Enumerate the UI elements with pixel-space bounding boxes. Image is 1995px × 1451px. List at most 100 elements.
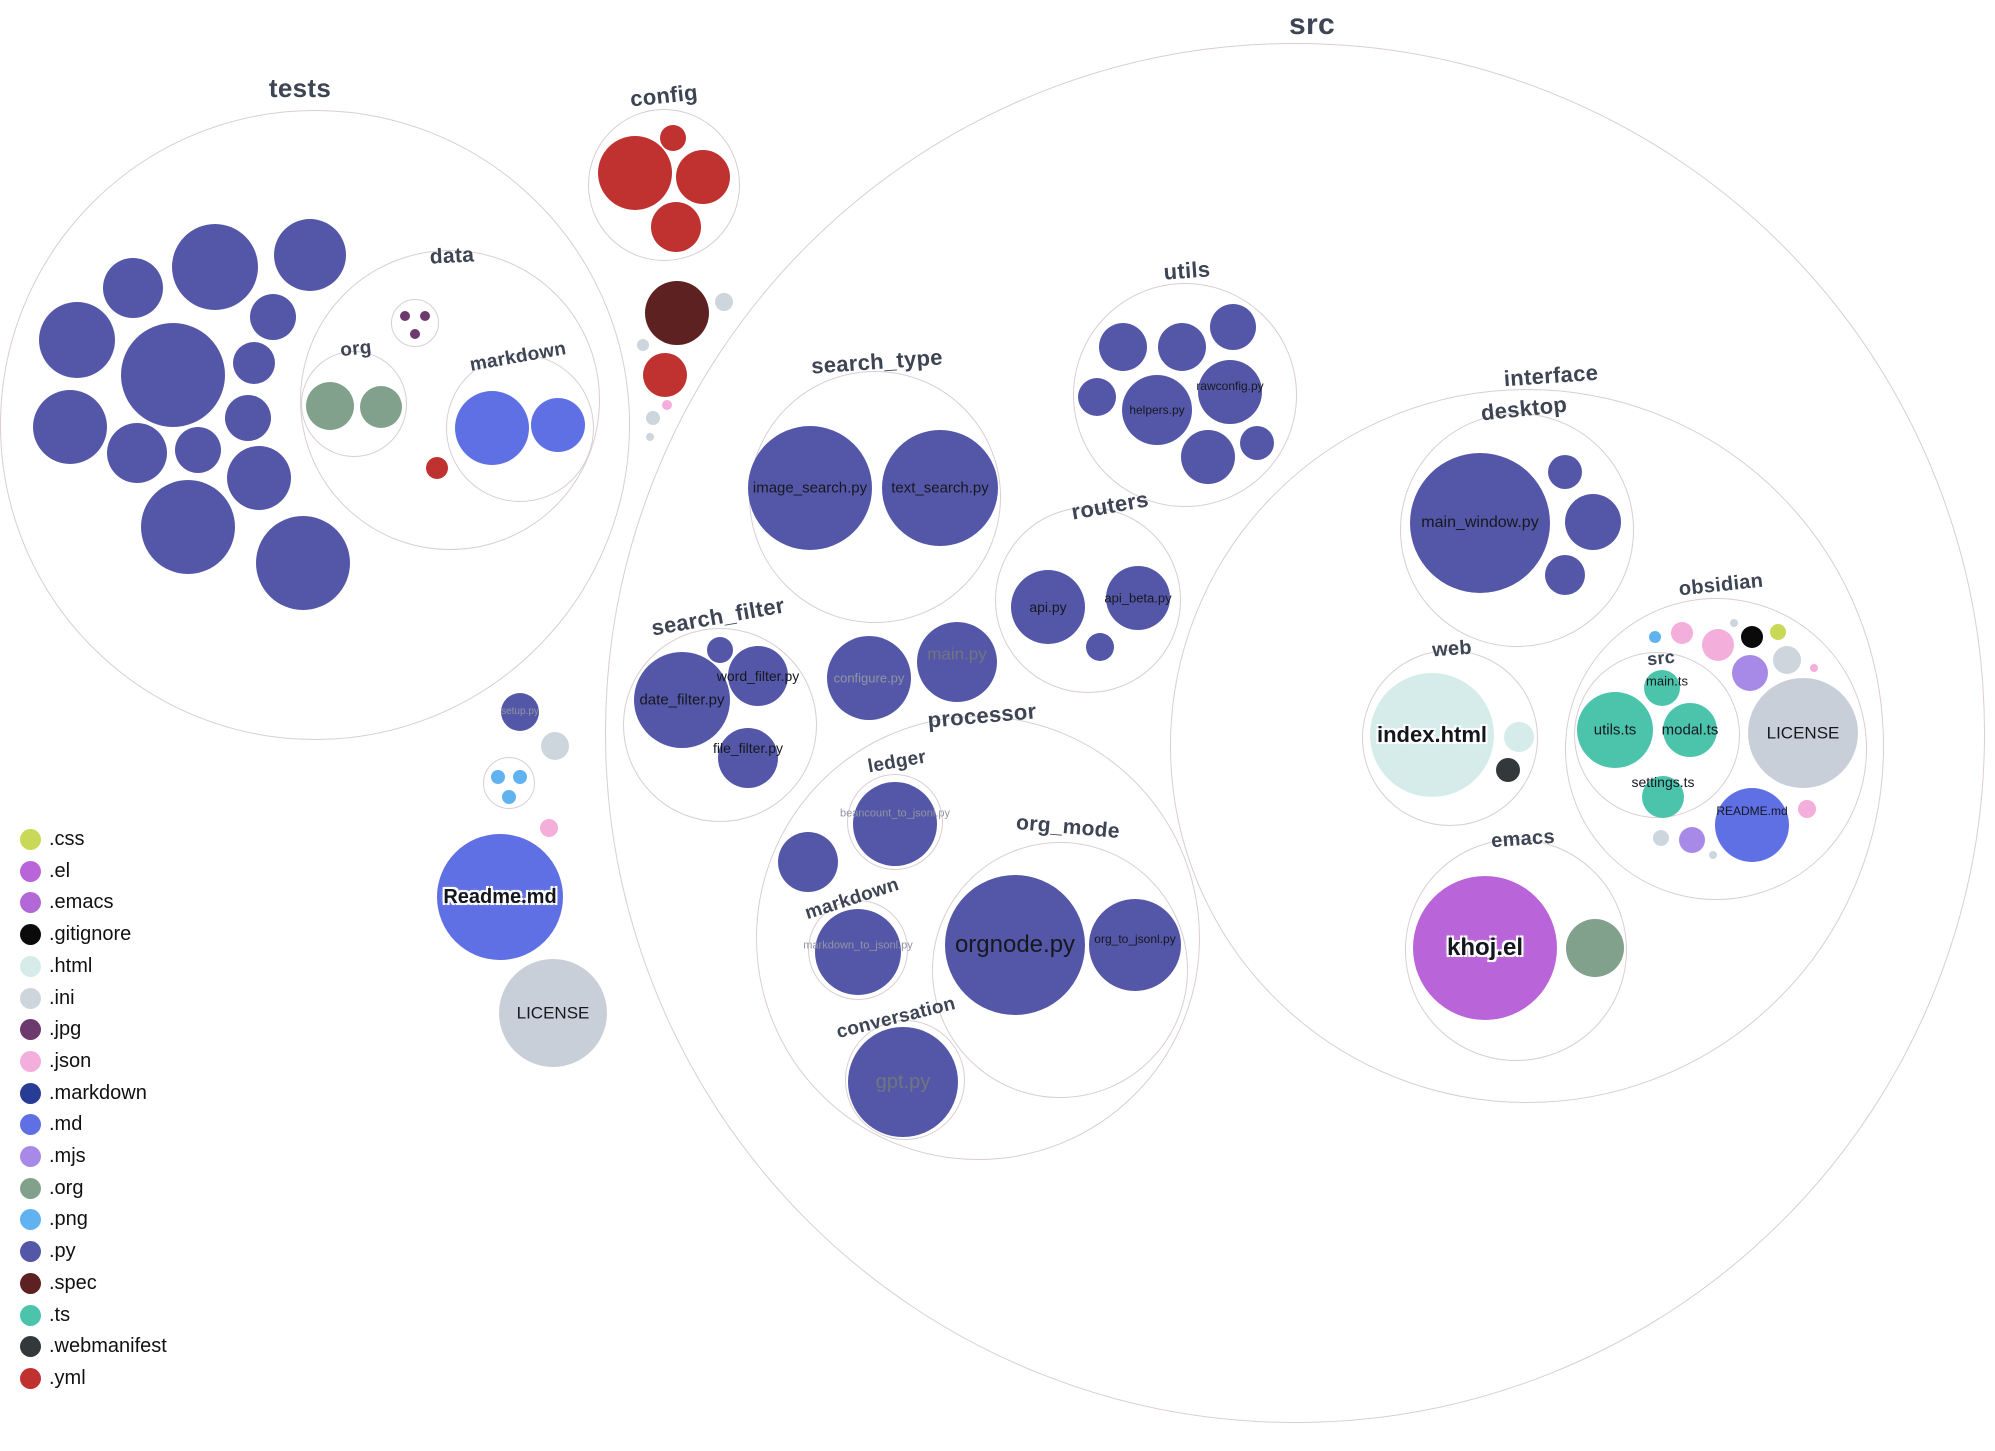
file-py-circle <box>225 395 271 441</box>
folder-ledger <box>847 774 943 870</box>
folder-processor <box>756 716 1200 1160</box>
folder-tests-label: tests <box>268 73 332 103</box>
file-ini-circle <box>1653 830 1669 846</box>
file-yml-circle <box>426 457 448 479</box>
file-readme-md-circle <box>437 834 563 960</box>
legend-item-label: .emacs <box>49 890 114 913</box>
file-yml-circle <box>643 353 687 397</box>
file-py-circle <box>1099 323 1147 371</box>
file-helpers-py-circle <box>1122 375 1192 445</box>
file-py-circle <box>1181 430 1235 484</box>
legend-color-dot-icon <box>20 891 41 913</box>
file-image-search-py-label: image_search.py <box>752 479 868 497</box>
file-py-circle <box>1158 323 1206 371</box>
file-png-circle <box>1649 631 1661 643</box>
folder-data-unnamed <box>391 299 439 347</box>
file-py-circle <box>256 516 350 610</box>
legend-item-py: .py <box>20 1240 76 1262</box>
file-setup-py-label: setup.py <box>501 706 539 717</box>
legend-item-json: .json <box>20 1050 91 1072</box>
legend-item-label: .png <box>49 1207 88 1230</box>
legend-color-dot-icon <box>20 1113 41 1135</box>
file-py-circle <box>121 323 225 427</box>
file-json-circle <box>1702 629 1734 661</box>
legend-color-dot-icon <box>20 987 41 1009</box>
file-readme-md-circle <box>1715 788 1789 862</box>
file-spec-circle <box>645 281 709 345</box>
folder-utils-label: utils <box>1162 256 1212 285</box>
file-gpt-py-circle <box>848 1027 958 1137</box>
file-yml-circle <box>676 150 730 204</box>
file-jpg-circle <box>410 329 420 339</box>
folder-interface <box>1170 389 1884 1103</box>
folder-web <box>1362 650 1538 826</box>
folder-data-markdown <box>446 354 594 502</box>
file-py-circle <box>1545 555 1585 595</box>
legend-item-label: .spec <box>49 1271 97 1294</box>
file-py-circle <box>707 637 733 663</box>
file-py-circle <box>1240 426 1274 460</box>
legend-color-dot-icon <box>20 1050 41 1072</box>
file-jpg-circle <box>400 311 410 321</box>
folder-config <box>588 109 740 261</box>
file-py-circle <box>1078 378 1116 416</box>
file-text-search-py-label: text_search.py <box>891 479 989 497</box>
file-mjs-circle <box>1679 827 1705 853</box>
file-main-py-circle <box>917 622 997 702</box>
file-date-filter-py-label: date_filter.py <box>639 691 725 709</box>
legend-color-dot-icon <box>20 1272 41 1294</box>
legend-color-dot-icon <box>20 1304 41 1326</box>
file-api-beta-py-circle <box>1106 566 1170 630</box>
folder-tests <box>0 110 630 740</box>
file-markdown-to-jsonl-py-circle <box>815 909 901 995</box>
file-ini-circle <box>715 293 733 311</box>
file-md-circle <box>455 391 529 465</box>
file-jpg-circle <box>420 311 430 321</box>
file-org-to-jsonl-py-circle <box>1089 899 1181 991</box>
folder-config-label: config <box>628 79 699 112</box>
file-index-html-circle <box>1370 673 1494 797</box>
legend-color-dot-icon <box>20 1240 41 1262</box>
legend-color-dot-icon <box>20 1082 41 1104</box>
folder-desktop <box>1400 413 1634 647</box>
legend-item-label: .ini <box>49 986 75 1009</box>
file-main-window-py-circle <box>1410 453 1550 593</box>
file-json-circle <box>1798 800 1816 818</box>
file-main-ts-circle <box>1644 670 1680 706</box>
file-orgnode-py-circle <box>945 875 1085 1015</box>
legend-item-mjs: .mjs <box>20 1145 86 1167</box>
file-utils-ts-label: utils.ts <box>1593 721 1637 739</box>
file-api-py-label: api.py <box>1029 599 1067 615</box>
file-gpt-py-label: gpt.py <box>875 1071 931 1093</box>
legend-item-ini: .ini <box>20 987 75 1009</box>
file-py-circle <box>1210 304 1256 350</box>
legend-item-ts: .ts <box>20 1304 70 1326</box>
file-yml-circle <box>651 202 701 252</box>
file-org-to-jsonl-py-label: org_to_jsonl.py <box>1094 932 1176 946</box>
file-index-html-label: index.html <box>1376 722 1488 747</box>
file-license-label: LICENSE <box>516 1003 590 1023</box>
folder-web-label: web <box>1431 636 1473 662</box>
file-py-circle <box>141 480 235 574</box>
legend-item-label: .gitignore <box>49 922 132 945</box>
legend-item-gitignore: .gitignore <box>20 923 131 945</box>
file-css-circle <box>1770 624 1786 640</box>
file-py-circle <box>227 446 291 510</box>
file-yml-circle <box>660 125 686 151</box>
legend-color-dot-icon <box>20 1177 41 1199</box>
file-settings-ts-label: settings.ts <box>1631 774 1695 790</box>
legend-item-org: .org <box>20 1177 83 1199</box>
file-file-filter-py-circle <box>718 728 778 788</box>
file-py-circle <box>107 423 167 483</box>
file-modal-ts-circle <box>1663 703 1717 757</box>
file-api-beta-py-label: api_beta.py <box>1104 590 1172 606</box>
legend-item-label: .webmanifest <box>49 1334 167 1357</box>
file-license-circle <box>499 959 607 1067</box>
file-py-circle <box>1548 455 1582 489</box>
file-main-window-py-label: main_window.py <box>1421 514 1539 531</box>
legend-item-label: .el <box>49 859 71 882</box>
file-setup-py-circle <box>501 693 539 731</box>
file-ini-circle <box>646 433 654 441</box>
legend-item-html: .html <box>20 955 92 977</box>
folder-src <box>605 43 1985 1423</box>
